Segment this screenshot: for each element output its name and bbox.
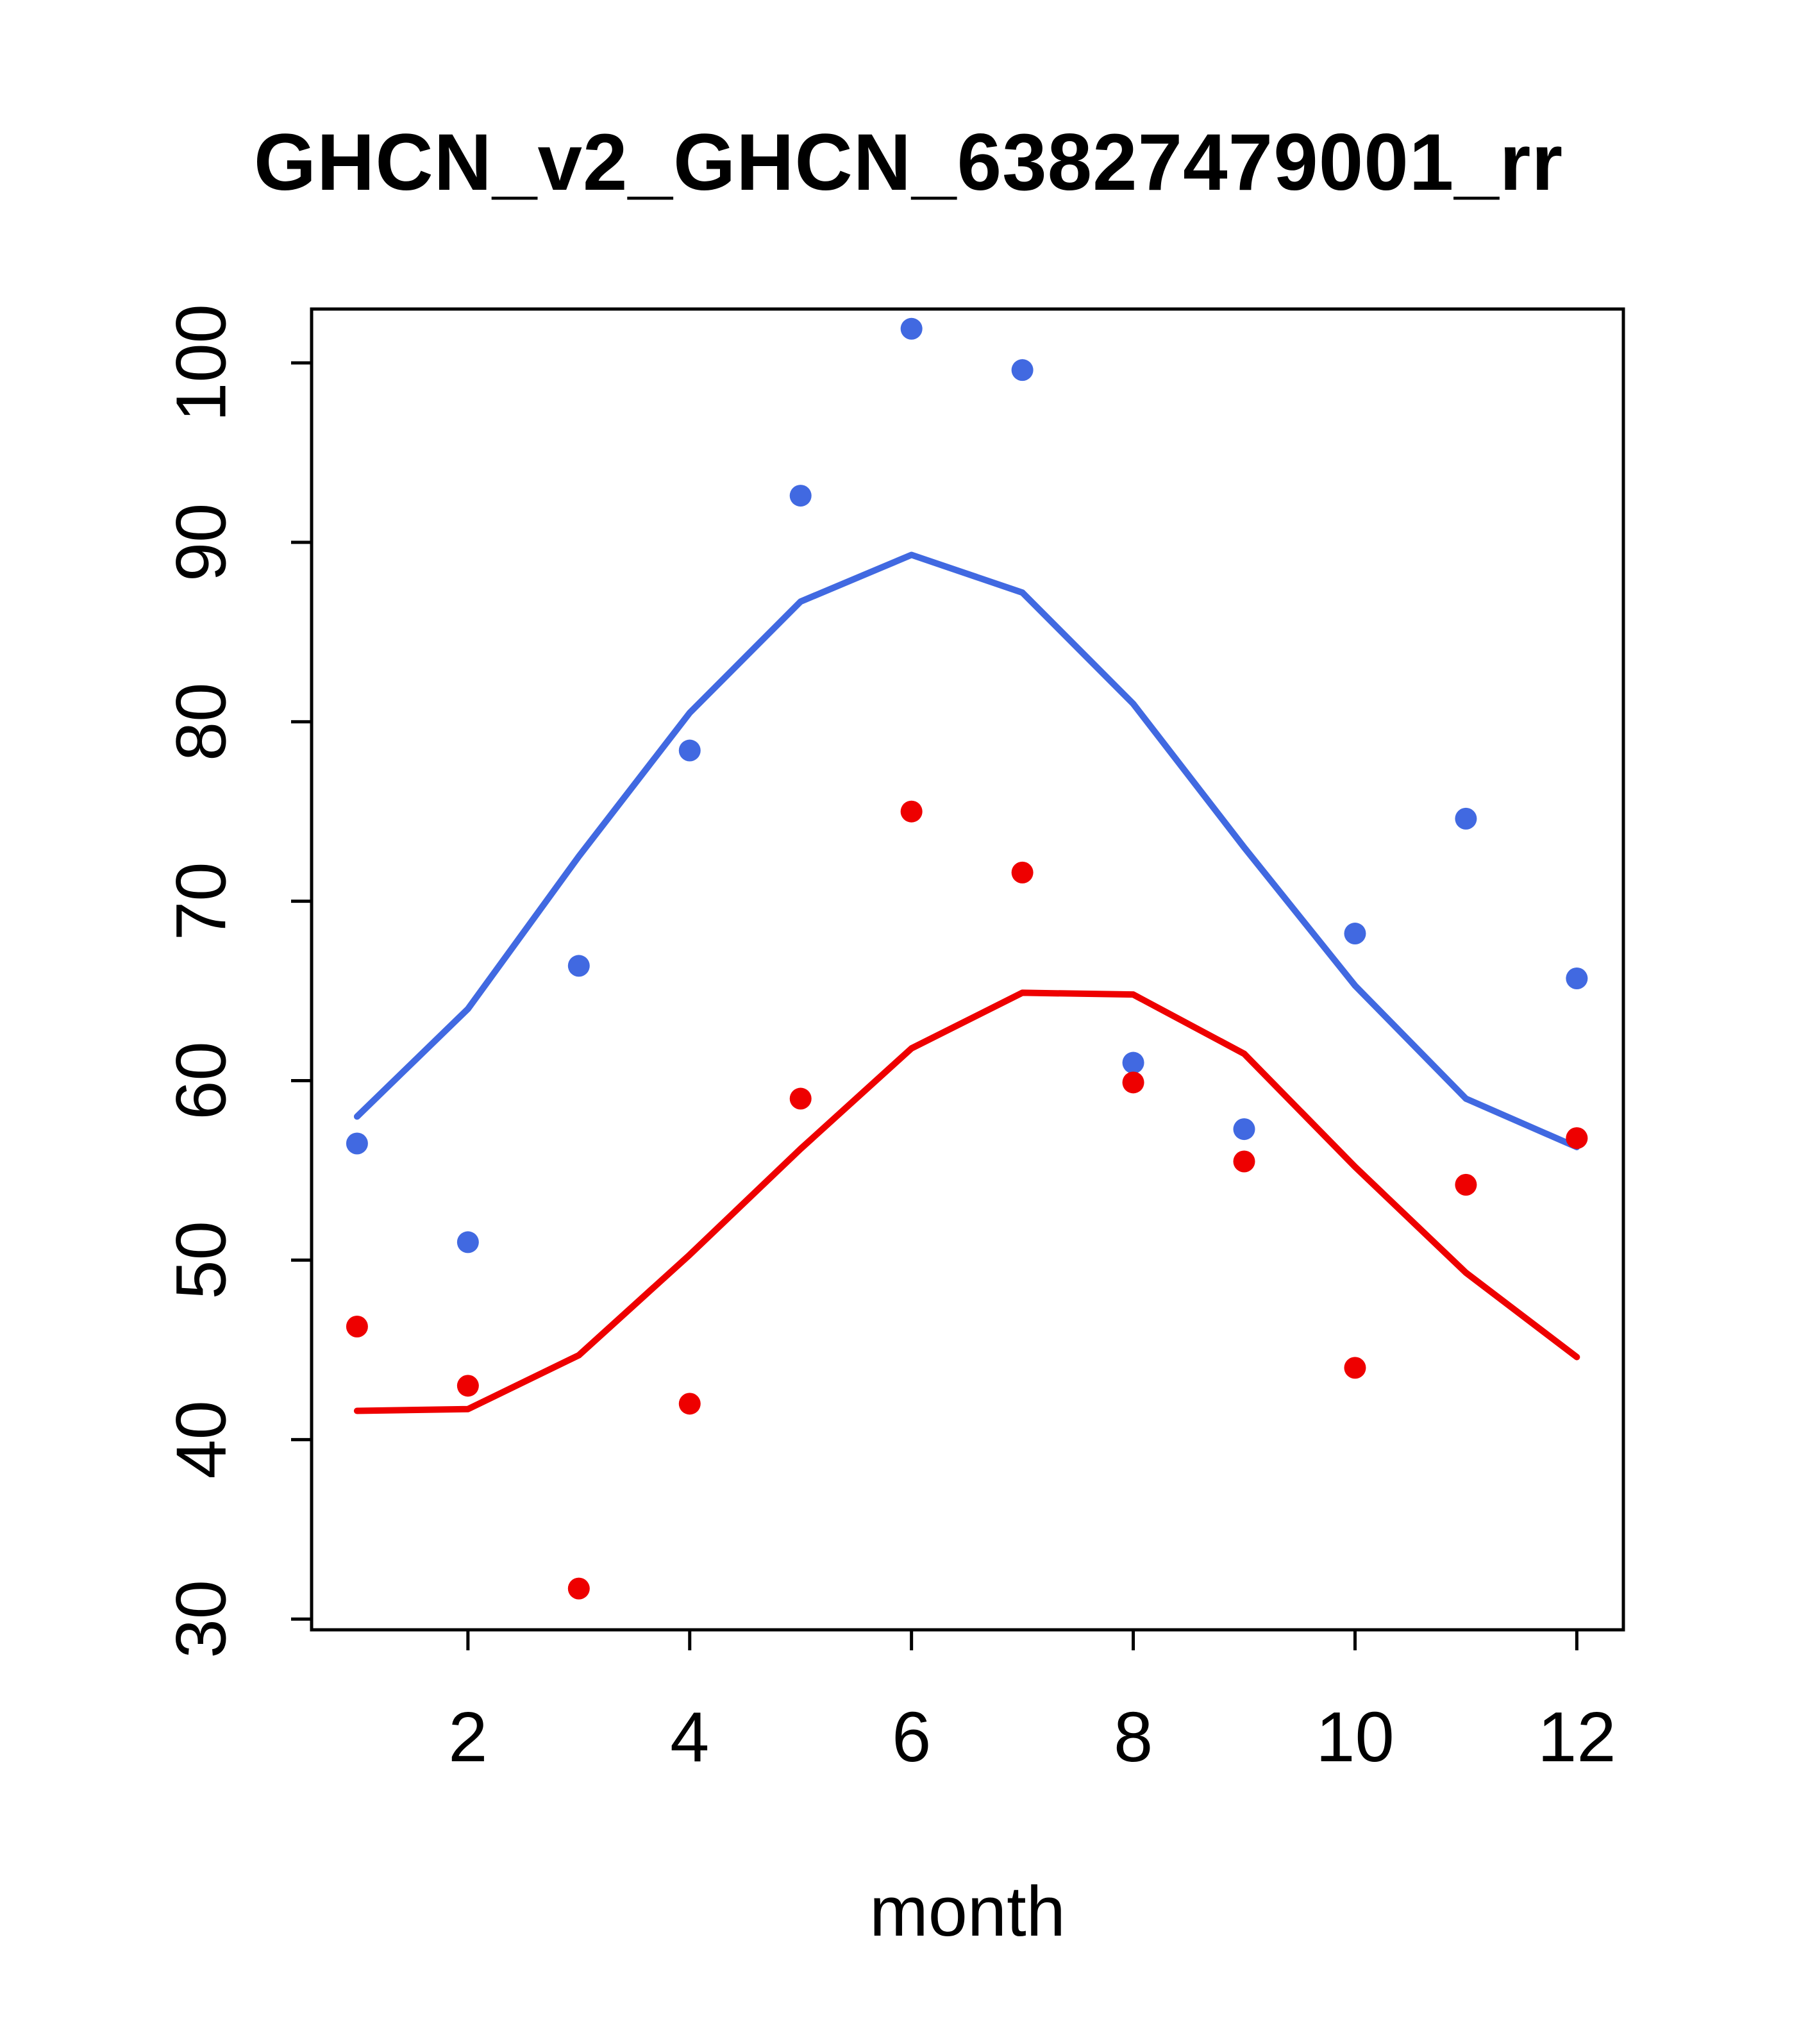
blue-observations-point xyxy=(567,955,590,977)
x-tick-label: 2 xyxy=(448,1698,487,1777)
x-tick-label: 6 xyxy=(892,1698,931,1777)
plot-box xyxy=(310,307,1625,1632)
x-axis-label: month xyxy=(869,1872,1066,1951)
red-observations-point xyxy=(1566,1127,1588,1150)
red-climatology-line-line xyxy=(353,989,1580,1414)
x-tick-label: 10 xyxy=(1316,1698,1394,1777)
red-observations-point xyxy=(789,1087,812,1110)
blue-observations-point xyxy=(1011,359,1034,381)
red-observations-point xyxy=(1344,1357,1366,1379)
blue-observations-point xyxy=(1233,1118,1255,1141)
red-observations-point xyxy=(456,1375,479,1397)
y-tick-label: 70 xyxy=(162,862,241,940)
blue-observations-point xyxy=(1122,1051,1144,1074)
red-observations-point xyxy=(1455,1173,1477,1196)
blue-observations-point xyxy=(678,739,701,762)
blue-observations-point xyxy=(1566,967,1588,989)
x-tick-label: 8 xyxy=(1114,1698,1153,1777)
x-tick-label: 12 xyxy=(1537,1698,1616,1777)
blue-observations-point xyxy=(900,317,923,340)
red-observations-point xyxy=(1233,1150,1255,1173)
blue-climatology-line-line xyxy=(353,551,1580,1151)
y-tick-label: 40 xyxy=(162,1400,241,1479)
blue-observations-point xyxy=(789,485,812,507)
y-tick-label: 90 xyxy=(162,503,241,582)
red-observations-point xyxy=(1011,861,1034,884)
red-observations-point xyxy=(1122,1071,1144,1094)
x-tick-label: 4 xyxy=(670,1698,709,1777)
blue-observations-point xyxy=(1455,807,1477,830)
blue-observations-point xyxy=(456,1231,479,1253)
y-tick-label: 100 xyxy=(162,304,241,422)
blue-observations-point xyxy=(1344,923,1366,945)
y-tick-label: 30 xyxy=(162,1580,241,1658)
red-observations-point xyxy=(900,800,923,823)
y-tick-label: 60 xyxy=(162,1041,241,1119)
y-tick-label: 50 xyxy=(162,1221,241,1299)
y-tick-label: 80 xyxy=(162,683,241,761)
red-observations-point xyxy=(678,1393,701,1415)
red-observations-point xyxy=(346,1315,368,1337)
red-observations-point xyxy=(567,1577,590,1600)
blue-observations-point xyxy=(346,1132,368,1155)
chart-title: GHCN_v2_GHCN_63827479001_rr xyxy=(253,118,1564,207)
